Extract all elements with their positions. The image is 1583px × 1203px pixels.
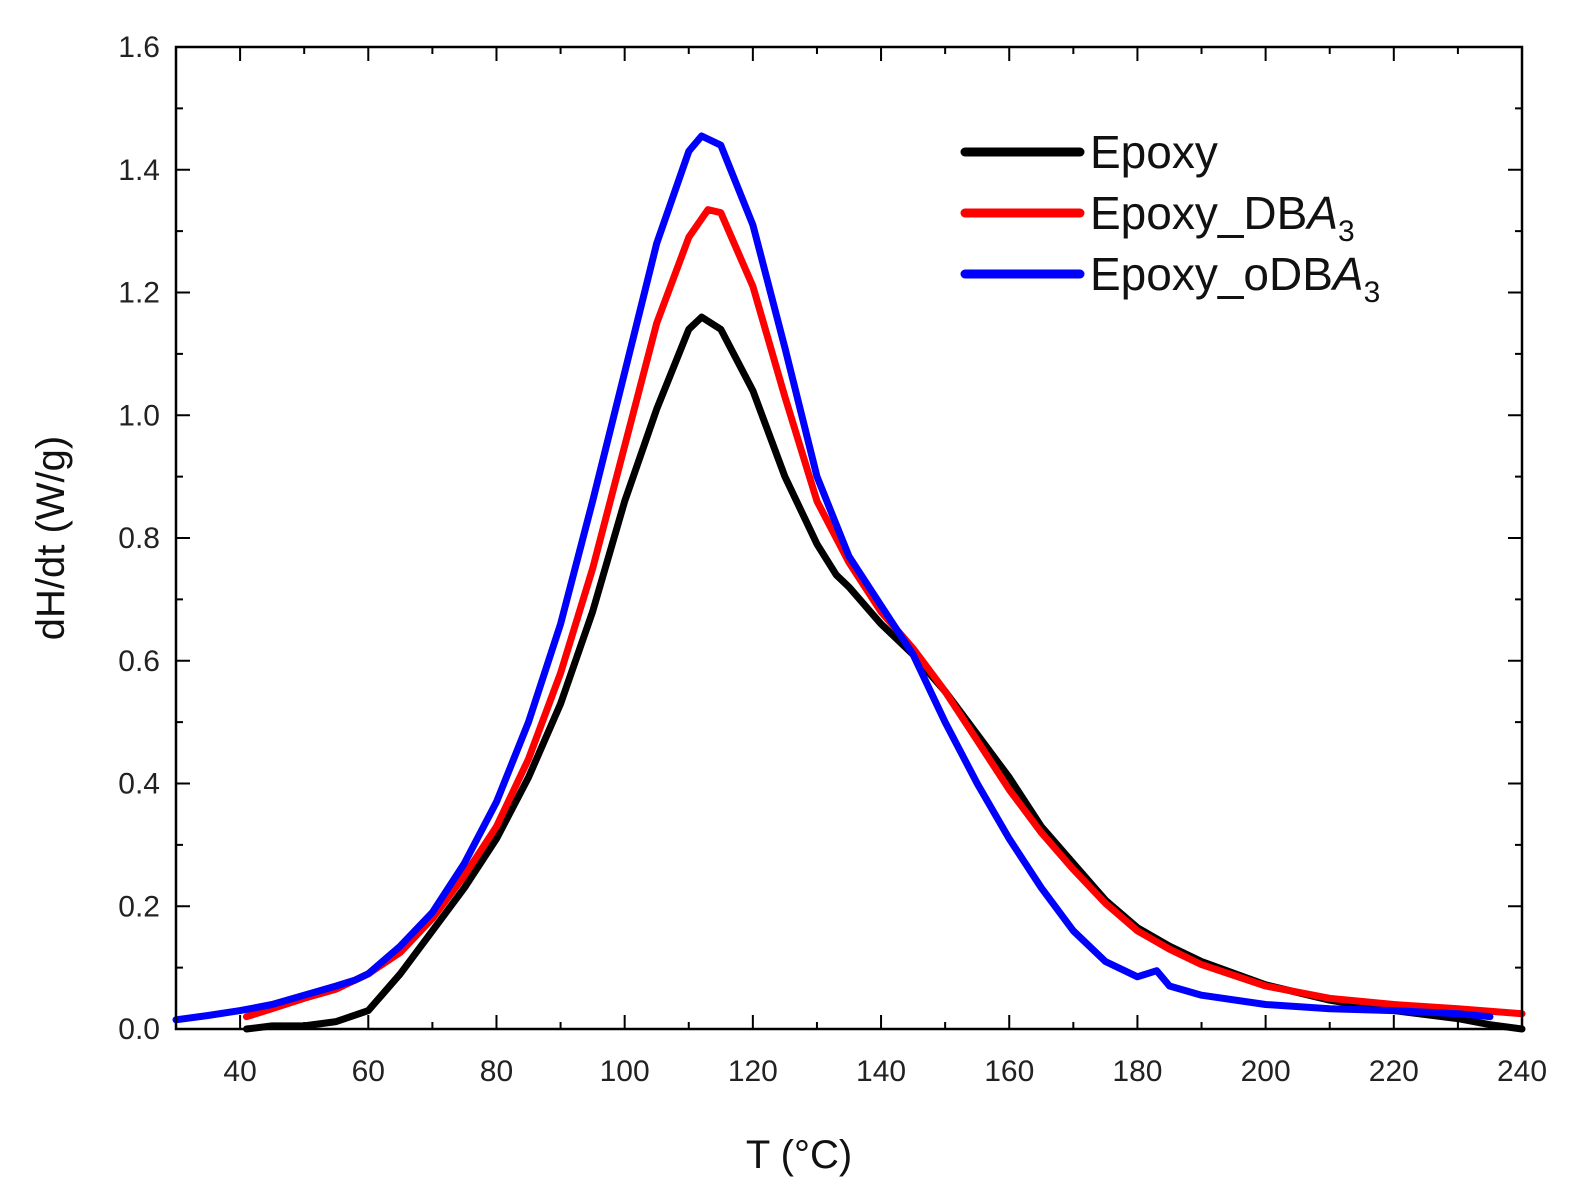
y-tick-label: 0.6 [118,645,160,678]
axis-ticks: 40 60 80 100 120 140 160 180 200 220 240 0.0 0.2 0.4 0… [118,31,1547,1088]
x-tick-label: 100 [600,1055,650,1088]
series-line-epoxy-odba3 [172,132,1494,1024]
x-tick-label: 40 [223,1055,256,1088]
legend-label-epoxy-dba3: Epoxy_DBA3 [1090,187,1355,248]
legend-label-epoxy-odba3: Epoxy_oDBA3 [1090,248,1380,309]
x-tick-label: 200 [1241,1055,1291,1088]
x-tick-label: 240 [1497,1055,1547,1088]
x-tick-label: 60 [352,1055,385,1088]
x-tick-label: 180 [1112,1055,1162,1088]
y-tick-label: 1.4 [118,154,160,187]
y-tick-label: 0.4 [118,768,160,801]
x-axis-title: T (°C) [746,1133,852,1177]
y-tick-label: 1.2 [118,277,160,310]
y-tick-label: 1.0 [118,399,160,432]
x-tick-label: 80 [480,1055,513,1088]
x-tick-label: 160 [984,1055,1034,1088]
y-axis-title: dH/dt (W/g) [29,436,73,640]
y-tick-label: 0.0 [118,1013,160,1046]
x-tick-label: 120 [728,1055,778,1088]
x-tick-label: 140 [856,1055,906,1088]
series-line-epoxy-dba3 [243,206,1526,1021]
series-layer [172,132,1526,1033]
legend-label-epoxy: Epoxy [1090,126,1218,178]
y-tick-label: 0.8 [118,522,160,555]
y-tick-label: 1.6 [118,31,160,64]
x-tick-label: 220 [1369,1055,1419,1088]
y-tick-label: 0.2 [118,890,160,923]
